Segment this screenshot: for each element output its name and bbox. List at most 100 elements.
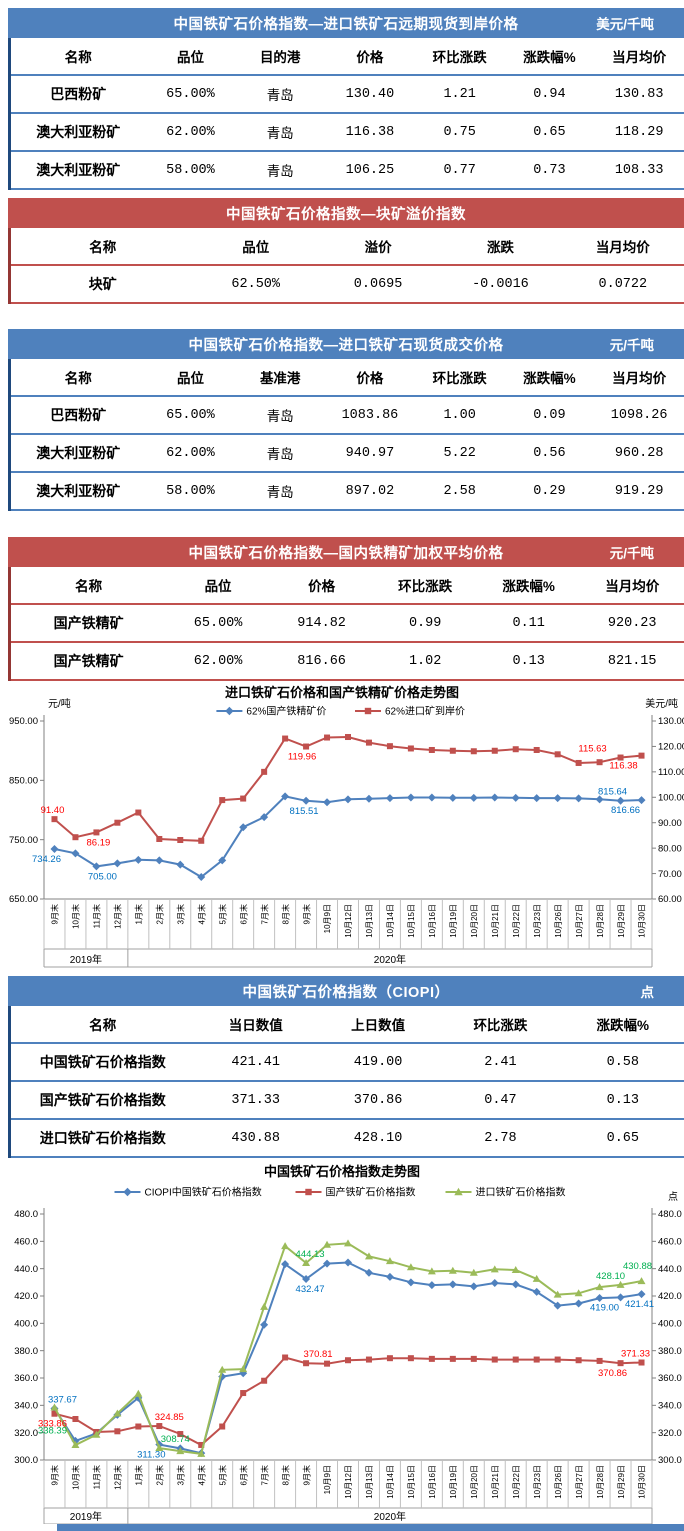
- square-marker: [365, 739, 372, 746]
- table-cell: 816.66: [297, 653, 346, 669]
- table-cell: 0.99: [408, 615, 442, 631]
- triangle-marker: [595, 1283, 604, 1291]
- diamond-marker: [511, 793, 520, 802]
- legend-label: CIOPI中国铁矿石价格指数: [145, 1186, 262, 1199]
- table-cell: 1083.86: [341, 407, 399, 423]
- diamond-marker: [490, 793, 499, 802]
- square-marker: [305, 1188, 312, 1196]
- table-unit: 元/千吨: [609, 338, 654, 353]
- diamond-marker: [406, 1278, 415, 1287]
- square-marker: [282, 735, 289, 742]
- spacer: [0, 511, 684, 537]
- table-title-bar: 中国铁矿石价格指数—进口铁矿石远期现货到岸价格 美元/千吨: [8, 8, 684, 38]
- x-tick-label: 10月14日: [386, 1465, 395, 1499]
- table-cell: 巴西粉矿: [50, 407, 107, 423]
- tick-label: 320.0: [14, 1428, 38, 1439]
- tick-label: 80.00: [658, 843, 682, 854]
- table-cell: 914.82: [297, 615, 346, 631]
- series-1: [51, 734, 645, 844]
- table-row: 国产铁精矿 62.00% 816.66 1.02 0.13 821.15: [11, 643, 684, 681]
- square-marker: [554, 751, 561, 758]
- x-tick-label: 5月末: [217, 904, 227, 924]
- square-marker: [198, 837, 205, 844]
- x-tick-label: 6月末: [238, 904, 248, 924]
- table-header-row: 名称 品位 基准港 价格 环比涨跌 涨跌幅% 当月均价: [11, 359, 684, 397]
- square-marker: [470, 1355, 477, 1362]
- diamond-marker: [281, 1260, 290, 1269]
- x-tick-label: 1月末: [134, 904, 144, 924]
- table-cell: 澳大利亚粉矿: [36, 445, 121, 461]
- x-tick-label: 10月16日: [428, 1465, 437, 1499]
- table-cell: 青岛: [266, 409, 294, 424]
- tick-label: 340.0: [14, 1401, 38, 1412]
- square-marker: [428, 1355, 435, 1362]
- header-cell: 涨跌幅%: [596, 1018, 650, 1033]
- x-tick-label: 1月末: [134, 1465, 144, 1485]
- square-marker: [407, 745, 414, 752]
- data-label: 705.00: [88, 871, 117, 882]
- x-tick-label: 11月末: [92, 904, 102, 928]
- table-import-forward-spot-cfr: 中国铁矿石价格指数—进口铁矿石远期现货到岸价格 美元/千吨 名称 品位 目的港 价格 环比涨…: [8, 8, 684, 190]
- year-group-label: 2019年: [70, 1510, 102, 1523]
- triangle-marker: [385, 1257, 394, 1265]
- square-marker: [240, 795, 247, 802]
- table-cell: 0.11: [512, 615, 545, 631]
- square-marker: [449, 1355, 456, 1362]
- table-title: 中国铁矿石价格指数—进口铁矿石远期现货到岸价格: [173, 16, 519, 33]
- table-cell: 澳大利亚粉矿: [36, 162, 121, 178]
- header-cell: 品位: [242, 240, 270, 255]
- tick-label: 60.00: [658, 894, 682, 905]
- table-cell: 2.58: [443, 483, 476, 499]
- square-marker: [386, 743, 393, 750]
- square-marker: [219, 797, 226, 804]
- diamond-marker: [302, 796, 311, 805]
- square-marker: [575, 1357, 582, 1364]
- tick-label: 460.0: [658, 1237, 682, 1248]
- header-cell: 当月均价: [595, 240, 650, 255]
- diamond-marker: [134, 855, 143, 864]
- table-cell: 960.28: [614, 445, 664, 461]
- data-label: 116.38: [609, 761, 637, 772]
- tick-label: 750.00: [9, 835, 38, 846]
- header-cell: 当月均价: [605, 579, 660, 594]
- x-tick-label: 3月末: [175, 1465, 185, 1485]
- table-cell: 0.47: [484, 1092, 517, 1108]
- table-cell: 0.65: [606, 1130, 640, 1146]
- spacer: [0, 304, 684, 329]
- y-axis-right: 60.00 70.00 80.00 90.00 100.00 110.00 120.00 13…: [652, 716, 684, 905]
- header-cell: 溢价: [364, 240, 392, 255]
- triangle-marker: [281, 1242, 290, 1250]
- table-cell: 0.77: [443, 162, 476, 178]
- table-cell: 0.0695: [353, 276, 403, 292]
- table-cell: 130.40: [345, 86, 395, 102]
- diamond-marker: [302, 1274, 311, 1283]
- triangle-marker: [490, 1265, 499, 1273]
- legend-label: 62%国产铁精矿价: [246, 705, 326, 718]
- table-cell: 62.00%: [166, 124, 215, 140]
- triangle-marker: [176, 1447, 185, 1455]
- x-axis: 9月末 10月末 11月末 12月末 1月末 2月末 3月末 4月末 5月末 6月末 7月末 8月末 9…: [43, 899, 653, 968]
- x-tick-label: 7月末: [259, 1465, 269, 1485]
- table-unit: 美元/千吨: [596, 17, 654, 32]
- header-cell: 品位: [204, 579, 232, 594]
- year-group-label: 2020年: [374, 1510, 406, 1523]
- x-tick-label: 10月12日: [344, 1465, 353, 1499]
- table-row: 澳大利亚粉矿 62.00% 青岛 940.97 5.22 0.56 960.28: [11, 435, 684, 473]
- tick-label: 460.0: [14, 1237, 38, 1248]
- square-marker: [364, 707, 372, 715]
- x-tick-label: 10月23日: [533, 1465, 542, 1499]
- data-label: 370.81: [304, 1349, 333, 1360]
- diamond-marker: [225, 706, 234, 716]
- square-marker: [261, 768, 268, 775]
- tick-label: 300.0: [14, 1455, 38, 1466]
- tick-label: 480.0: [658, 1209, 682, 1220]
- series-line: [53, 735, 642, 842]
- table-cell: -0.0016: [472, 276, 529, 292]
- square-marker: [345, 734, 351, 741]
- table-cell: 920.23: [607, 615, 657, 631]
- x-tick-label: 10月23日: [533, 904, 542, 938]
- header-cell: 品位: [176, 50, 204, 65]
- x-tick-label: 10月28日: [596, 1465, 605, 1499]
